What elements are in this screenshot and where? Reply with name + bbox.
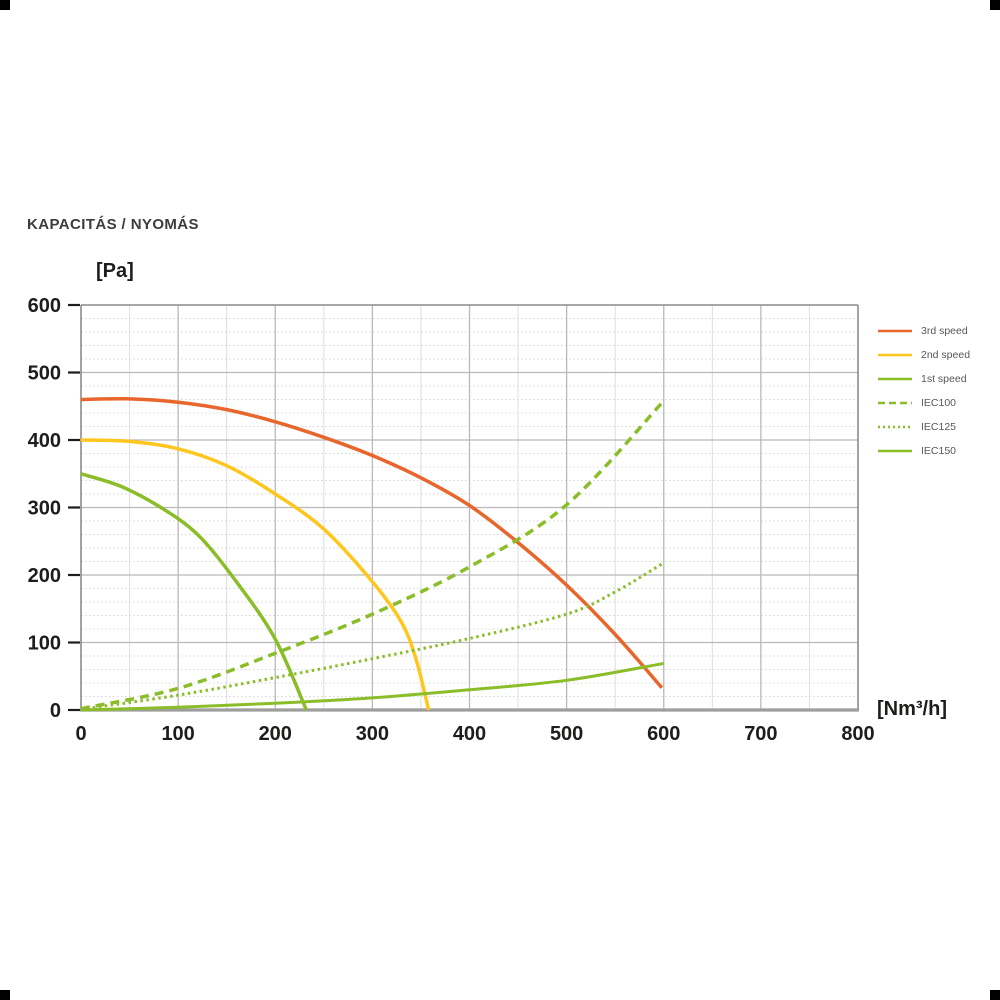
curve-2nd-speed bbox=[80, 438, 431, 711]
corner-mark bbox=[0, 0, 10, 10]
legend-swatch-solid-line bbox=[878, 353, 912, 357]
x-tick-label: 0 bbox=[75, 723, 86, 745]
corner-mark bbox=[990, 0, 1000, 10]
y-tick-label: 200 bbox=[28, 565, 61, 587]
legend-swatch-dotted-line bbox=[878, 425, 912, 429]
y-tick-label: 600 bbox=[28, 295, 61, 317]
chart-legend: 3rd speed 2nd speed 1st speed IEC100 IEC125 I… bbox=[878, 319, 970, 463]
legend-label: IEC125 bbox=[921, 421, 957, 433]
legend-swatch-solid-line bbox=[878, 449, 912, 453]
legend-item-iec125: IEC125 bbox=[878, 415, 970, 439]
legend-label: 3rd speed bbox=[921, 325, 968, 337]
curve-iec125 bbox=[80, 561, 665, 711]
curve-iec150 bbox=[80, 661, 665, 712]
legend-label: IEC100 bbox=[921, 397, 957, 409]
legend-item-3rd-speed: 3rd speed bbox=[878, 319, 970, 343]
legend-swatch-solid-line bbox=[878, 329, 912, 333]
y-tick-label: 0 bbox=[50, 700, 61, 722]
x-tick-label: 600 bbox=[647, 723, 680, 745]
x-tick-label: 300 bbox=[356, 723, 389, 745]
legend-label: 1st speed bbox=[921, 373, 967, 385]
x-tick-label: 200 bbox=[259, 723, 292, 745]
x-tick-label: 100 bbox=[161, 723, 194, 745]
legend-item-2nd-speed: 2nd speed bbox=[878, 343, 970, 367]
x-axis-unit-label: [Nm³/h] bbox=[877, 698, 947, 720]
x-tick-label: 500 bbox=[550, 723, 583, 745]
corner-mark bbox=[0, 990, 10, 1000]
corner-mark bbox=[990, 990, 1000, 1000]
y-tick-label: 400 bbox=[28, 430, 61, 452]
x-tick-label: 800 bbox=[841, 723, 874, 745]
x-tick-label: 400 bbox=[453, 723, 486, 745]
curve-3rd-speed bbox=[80, 396, 664, 689]
page-title: KAPACITÁS / NYOMÁS bbox=[27, 216, 199, 233]
legend-label: IEC150 bbox=[921, 445, 957, 457]
curve-1st-speed bbox=[80, 472, 308, 711]
legend-item-iec100: IEC100 bbox=[878, 391, 970, 415]
y-tick-label: 300 bbox=[28, 498, 61, 520]
legend-item-iec150: IEC150 bbox=[878, 439, 970, 463]
legend-swatch-solid-line bbox=[878, 377, 912, 381]
legend-label: 2nd speed bbox=[921, 349, 971, 361]
legend-item-1st-speed: 1st speed bbox=[878, 367, 970, 391]
y-tick-label: 100 bbox=[28, 633, 61, 655]
x-tick-label: 700 bbox=[744, 723, 777, 745]
y-tick-label: 500 bbox=[28, 363, 61, 385]
legend-swatch-dashed-line bbox=[878, 401, 912, 405]
curve-iec100 bbox=[80, 399, 666, 711]
y-axis-unit-label: [Pa] bbox=[96, 260, 134, 282]
